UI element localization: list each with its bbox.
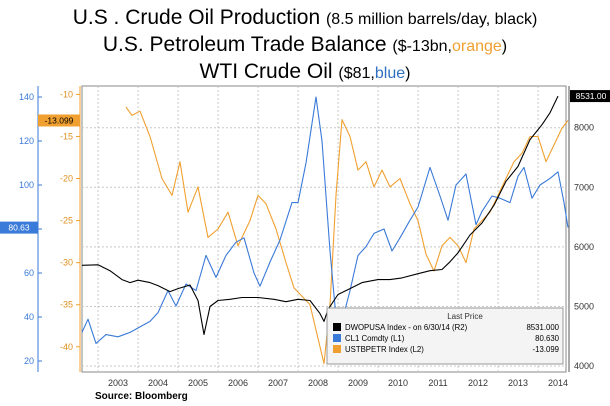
last-value-tag-left1 <box>0 221 38 234</box>
x-tick-label: 2012 <box>468 378 488 388</box>
title-trade-detail-c: ) <box>501 38 508 55</box>
last-value-tag-right <box>570 90 610 103</box>
title-wti: WTI Crude Oil <box>199 60 333 83</box>
right-tick-label: 4000 <box>574 361 594 371</box>
legend-label: CL1 Comdty (L1) <box>345 334 405 343</box>
title-trade-balance: U.S. Petroleum Trade Balance <box>102 33 387 56</box>
legend-value: 80.630 <box>535 334 560 343</box>
title-line-3: WTI Crude Oil ($81,blue) <box>0 60 610 84</box>
x-tick-label: 2011 <box>428 378 447 388</box>
right-tick-label: 7000 <box>574 182 594 192</box>
x-tick-label: 2008 <box>308 378 328 388</box>
right-tick-label: 8000 <box>574 123 594 133</box>
x-tick-label: 2007 <box>268 378 288 388</box>
title-line-2: U.S. Petroleum Trade Balance ($-13bn,ora… <box>0 33 610 57</box>
x-tick-label: 2014 <box>548 378 568 388</box>
title-line-1: U.S . Crude Oil Production (8.5 million … <box>0 6 610 30</box>
title-wti-detail-c: ) <box>405 65 411 82</box>
legend-header: Last Price <box>447 312 483 321</box>
x-tick-label: 2003 <box>108 378 128 388</box>
left-axis-trade-tick-label: -35 <box>60 300 73 310</box>
x-tick-label: 2006 <box>228 378 248 388</box>
right-tick-label: 5000 <box>574 301 594 311</box>
title-trade-detail-color: orange <box>451 38 502 55</box>
last-value-tag-label: -13.099 <box>45 115 74 125</box>
legend-label: DWOPUSA Index - on 6/30/14 (R2) <box>345 323 468 332</box>
legend-swatch <box>333 334 341 342</box>
legend-value: -13.099 <box>533 345 559 354</box>
legend-swatch <box>333 323 341 331</box>
left-axis-wti-tick-label: 60 <box>24 268 34 278</box>
x-tick-label: 2009 <box>348 378 368 388</box>
left-axis-wti-tick-label: 20 <box>24 356 34 366</box>
title-production: U.S . Crude Oil Production <box>72 6 321 29</box>
left-axis-trade-tick-label: -40 <box>60 342 73 352</box>
last-value-tag-left2 <box>38 114 80 127</box>
legend-box <box>326 307 564 365</box>
source-note: Source: Bloomberg <box>95 391 188 402</box>
title-wti-detail-a: ($81, <box>338 65 375 82</box>
x-tick-label: 2004 <box>148 378 168 388</box>
x-tick-label: 2013 <box>508 378 528 388</box>
series-trade-balance-line <box>125 106 569 365</box>
legend-value: 8531.000 <box>526 323 559 332</box>
left-axis-trade-tick-label: -25 <box>60 216 73 226</box>
left-axis-trade-tick-label: -10 <box>60 89 73 99</box>
right-tick-label: 6000 <box>574 242 594 252</box>
series-production-line <box>81 95 559 336</box>
left-axis-wti-tick-label: 40 <box>24 312 34 322</box>
chart: 2003 2004 2005 2006 2007 2008 2009 2010 2011 2012… <box>0 85 610 388</box>
last-value-tag-label: 8531.00 <box>576 91 607 101</box>
left-axis-trade-tick-label: -15 <box>60 131 73 141</box>
legend-swatch <box>333 345 341 353</box>
x-tick-label: 2005 <box>188 378 208 388</box>
title-wti-detail-color: blue <box>374 65 406 82</box>
title-production-detail: (8.5 million barrels/day, black) <box>325 11 538 28</box>
left-axis-wti-tick-label: 100 <box>19 180 34 190</box>
last-value-tag-label: 80.63 <box>8 223 30 233</box>
title-trade-detail-a: ($-13bn, <box>392 38 452 55</box>
left-axis-wti-tick-label: 120 <box>19 136 34 146</box>
legend-label: USTBPETR Index (L2) <box>345 345 424 354</box>
x-tick-label: 2010 <box>388 378 408 388</box>
left-axis-trade-tick-label: -20 <box>60 174 73 184</box>
left-axis-trade-tick-label: -30 <box>60 258 73 268</box>
left-axis-wti-tick-label: 140 <box>19 92 34 102</box>
